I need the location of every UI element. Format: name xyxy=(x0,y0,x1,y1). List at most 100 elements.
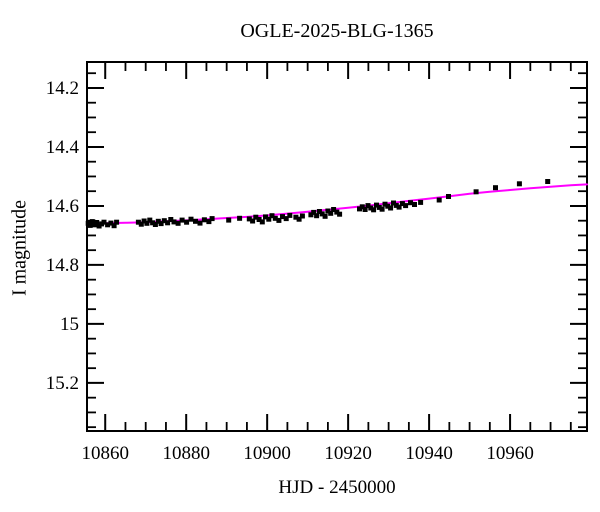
y-tick-label: 15.2 xyxy=(46,373,79,394)
data-point xyxy=(408,200,413,206)
data-point xyxy=(396,204,402,210)
data-point xyxy=(446,194,451,199)
y-axis-label: I magnitude xyxy=(8,199,31,297)
data-point xyxy=(263,214,268,220)
data-point xyxy=(135,219,141,225)
data-point xyxy=(197,220,203,226)
data-point xyxy=(322,213,328,219)
data-point xyxy=(328,210,334,216)
data-point xyxy=(269,213,275,219)
data-point xyxy=(382,201,388,207)
data-point xyxy=(184,219,190,225)
plot-frame xyxy=(86,61,588,432)
data-point xyxy=(108,220,114,226)
data-point xyxy=(276,217,282,223)
data-point xyxy=(334,209,340,215)
data-point xyxy=(179,217,185,223)
data-point xyxy=(418,199,424,205)
data-point xyxy=(331,207,337,212)
data-point xyxy=(105,222,111,228)
data-point xyxy=(399,201,405,207)
data-point xyxy=(316,209,322,214)
data-point xyxy=(152,222,158,227)
data-point xyxy=(175,220,181,226)
model-curve xyxy=(86,183,588,225)
x-tick-label: 10960 xyxy=(486,443,534,464)
data-point xyxy=(376,204,382,210)
data-point xyxy=(141,218,147,224)
y-tick-label: 14.8 xyxy=(46,255,79,276)
data-point xyxy=(209,216,215,222)
data-point xyxy=(150,220,156,226)
data-point xyxy=(250,218,256,224)
x-axis-label: HJD - 2450000 xyxy=(278,477,396,498)
x-tick-label: 10880 xyxy=(162,443,210,464)
data-point xyxy=(516,181,522,187)
data-point xyxy=(171,219,177,225)
x-tick-label: 10920 xyxy=(324,443,372,464)
data-point xyxy=(259,219,265,225)
x-tick-label: 10860 xyxy=(81,443,129,464)
data-point xyxy=(379,206,385,212)
data-point xyxy=(138,221,144,227)
data-point xyxy=(545,179,551,184)
data-point xyxy=(114,219,120,225)
data-point xyxy=(89,219,95,225)
data-point xyxy=(256,217,262,222)
data-point xyxy=(155,218,161,224)
data-point xyxy=(193,218,198,224)
data-point xyxy=(319,211,325,217)
data-point xyxy=(165,220,171,226)
data-point xyxy=(293,214,299,220)
data-point xyxy=(246,216,252,222)
data-point xyxy=(362,207,368,212)
x-tick-label: 10940 xyxy=(405,443,453,464)
data-point xyxy=(393,202,399,208)
data-point xyxy=(436,197,442,203)
data-point xyxy=(314,213,320,219)
data-point xyxy=(188,216,194,222)
y-tick-label: 14.4 xyxy=(46,137,80,158)
data-point xyxy=(226,217,232,223)
x-tick-label: 10900 xyxy=(243,443,291,464)
data-point xyxy=(308,212,314,218)
data-point xyxy=(374,202,379,208)
data-point xyxy=(266,216,272,222)
data-point xyxy=(101,219,107,225)
y-tick-label: 15 xyxy=(60,314,79,335)
data-point xyxy=(365,203,371,209)
data-point xyxy=(237,215,243,221)
y-tick-label: 14.6 xyxy=(46,196,79,217)
data-point xyxy=(161,218,167,224)
data-point xyxy=(287,212,293,218)
data-point xyxy=(147,217,153,223)
data-point xyxy=(144,220,150,226)
data-point xyxy=(368,205,374,211)
data-point xyxy=(337,211,343,217)
chart-title: OGLE-2025-BLG-1365 xyxy=(240,20,434,42)
data-point xyxy=(280,214,285,220)
data-point xyxy=(158,221,164,227)
data-point xyxy=(493,185,498,191)
data-point xyxy=(206,219,212,225)
data-point xyxy=(388,205,394,211)
data-point xyxy=(168,217,174,222)
data-point xyxy=(412,202,417,207)
data-point xyxy=(391,200,396,206)
data-point xyxy=(311,209,317,215)
data-point xyxy=(299,213,305,219)
data-point xyxy=(201,217,207,223)
data-point xyxy=(87,222,93,228)
data-point xyxy=(253,214,259,220)
data-point xyxy=(357,206,362,212)
data-point xyxy=(283,216,289,222)
data-point xyxy=(385,203,391,209)
data-point xyxy=(473,189,479,195)
data-point xyxy=(403,203,409,209)
data-point xyxy=(325,208,331,214)
data-point xyxy=(371,207,377,213)
data-point xyxy=(272,215,278,221)
data-point xyxy=(94,220,100,225)
